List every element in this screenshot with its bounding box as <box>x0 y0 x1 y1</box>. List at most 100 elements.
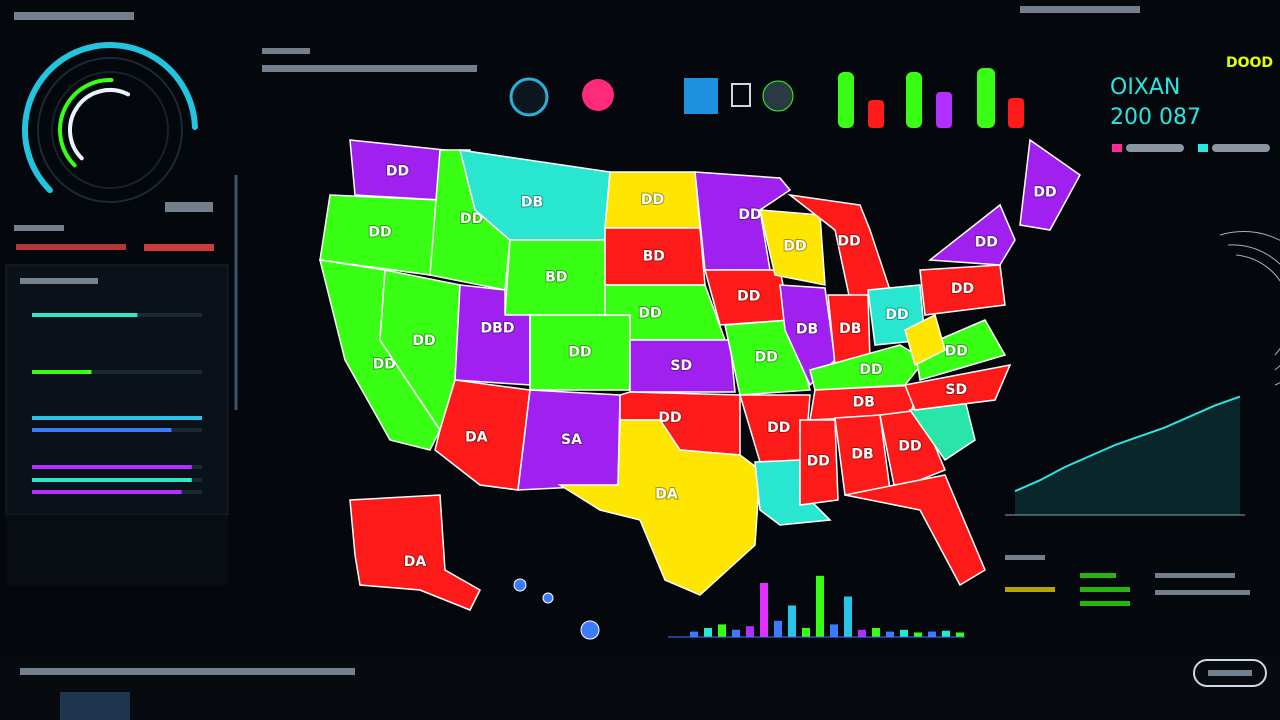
state-label: DD <box>767 420 790 436</box>
icon[interactable] <box>509 77 549 117</box>
progress-bar <box>32 428 172 432</box>
icon <box>977 68 995 128</box>
state-label: DA <box>655 487 678 503</box>
island <box>580 620 600 640</box>
island <box>513 578 527 592</box>
progress-bar <box>32 313 138 317</box>
line-series <box>1014 395 1241 493</box>
icon <box>838 72 854 128</box>
state-label: BD <box>643 249 665 265</box>
gauge-arc <box>58 78 114 168</box>
state <box>629 339 736 393</box>
footer-tab[interactable] <box>60 692 130 720</box>
stats-text <box>1155 590 1250 595</box>
icon <box>1008 98 1024 128</box>
island <box>542 592 554 604</box>
progress-bar <box>32 478 192 482</box>
icon[interactable] <box>731 83 751 107</box>
state-label: DD <box>1033 185 1056 201</box>
bar <box>704 628 712 637</box>
state-label: DA <box>465 430 488 446</box>
state-label: DD <box>368 225 391 241</box>
footer <box>0 655 1280 720</box>
state <box>557 419 761 596</box>
state <box>1019 138 1081 231</box>
bar <box>788 605 796 637</box>
state <box>914 319 1007 381</box>
bar <box>746 626 754 637</box>
state-label: DB <box>853 395 875 411</box>
panel-text <box>20 278 98 284</box>
toggle[interactable] <box>1212 144 1270 152</box>
state-label: DD <box>951 281 974 297</box>
icon <box>868 100 884 128</box>
state-label: SD <box>945 382 967 398</box>
bar <box>816 575 824 637</box>
gauge-arc <box>22 42 198 194</box>
state-label: SD <box>670 358 692 374</box>
icon[interactable] <box>762 80 794 112</box>
state-label: DD <box>568 345 591 361</box>
bar <box>802 628 810 637</box>
toggle[interactable] <box>1126 144 1184 152</box>
bar <box>928 631 936 637</box>
state-label: DD <box>885 307 908 323</box>
bar <box>830 624 838 637</box>
stats-text <box>1080 573 1116 578</box>
state <box>799 419 839 506</box>
state-label: DD <box>807 453 830 469</box>
state-label: DD <box>737 288 760 304</box>
state-label: DD <box>859 362 882 378</box>
state-label: SA <box>561 432 582 448</box>
bar <box>886 631 894 637</box>
state <box>759 209 826 286</box>
bar <box>690 631 698 637</box>
button-text <box>1208 670 1252 676</box>
bar <box>774 620 782 637</box>
gauge-text <box>14 225 64 231</box>
state <box>809 344 927 391</box>
gauge-text <box>165 202 213 212</box>
state-label: DD <box>460 211 483 227</box>
state-label: DD <box>412 333 435 349</box>
stats-text <box>1005 555 1045 560</box>
state-label: DD <box>738 207 761 223</box>
header-name: OIXAN <box>1110 75 1180 100</box>
progress-bar <box>32 416 202 420</box>
bar <box>956 632 964 637</box>
radar-decoration <box>1219 231 1280 386</box>
state <box>928 203 1016 266</box>
stats-text <box>1155 573 1235 578</box>
top-text <box>1020 6 1140 13</box>
bar <box>900 629 908 637</box>
bar <box>914 632 922 637</box>
state-label: DD <box>838 234 861 250</box>
state-label: DD <box>658 410 681 426</box>
state-label: DD <box>975 235 998 251</box>
caption-text <box>262 48 310 54</box>
bar <box>872 628 880 637</box>
icon <box>1198 144 1208 152</box>
progress-bar <box>32 465 192 469</box>
state-label: DD <box>945 343 968 359</box>
state <box>844 474 986 587</box>
stats-text <box>1005 587 1055 592</box>
icon <box>936 92 952 128</box>
state-label: DD <box>755 350 778 366</box>
state-label: DD <box>641 192 664 208</box>
state-label: DB <box>796 322 818 338</box>
stats-text <box>1080 587 1130 592</box>
gauge-ring <box>37 57 183 203</box>
icon[interactable] <box>684 78 718 114</box>
stats-text <box>1080 601 1130 606</box>
gauge-arc <box>68 88 131 161</box>
action-button[interactable] <box>1193 659 1267 687</box>
icon[interactable] <box>582 79 614 111</box>
bar <box>844 596 852 637</box>
bar <box>942 630 950 637</box>
state-label: DD <box>638 305 661 321</box>
gauge-ring <box>51 71 169 189</box>
header-badge: DOOD <box>1226 55 1273 71</box>
bar <box>858 629 866 637</box>
state-label: DA <box>404 554 427 570</box>
